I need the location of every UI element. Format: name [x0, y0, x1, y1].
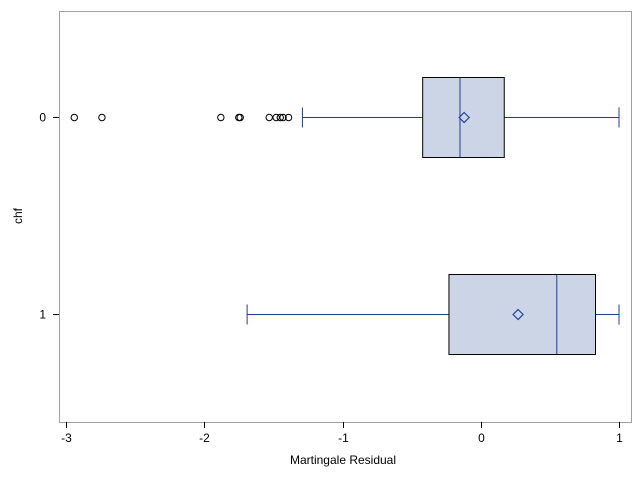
x-tick-label: -3 [61, 431, 72, 445]
outlier-point [279, 113, 287, 122]
outlier-point [236, 113, 244, 122]
box [448, 274, 596, 355]
chart-axes: -3 -2 -1 0 1 0 1 [39, 111, 623, 446]
mean-marker [458, 111, 471, 124]
outlier-point [276, 113, 284, 122]
outlier-point [70, 113, 78, 122]
outlier-point [98, 113, 106, 122]
chart-marks [70, 77, 620, 355]
x-axis-label: Martingale Residual [290, 453, 396, 467]
box [422, 77, 505, 158]
x-tick-label: -2 [199, 431, 210, 445]
y-axis-label: chf [11, 207, 25, 224]
outlier-point [272, 113, 280, 122]
y-tick-label: 0 [39, 111, 46, 125]
outlier-point [217, 113, 225, 122]
outlier-point [284, 113, 293, 122]
x-tick-label: -1 [338, 431, 349, 445]
box-group-0 [70, 77, 620, 158]
x-tick-label: 0 [478, 431, 485, 445]
x-tick-label: 1 [616, 431, 623, 445]
y-tick-label: 1 [39, 308, 46, 322]
box-group-1 [246, 274, 620, 355]
outlier-point [265, 113, 273, 122]
plot-frame [59, 11, 632, 423]
mean-marker [512, 308, 524, 321]
